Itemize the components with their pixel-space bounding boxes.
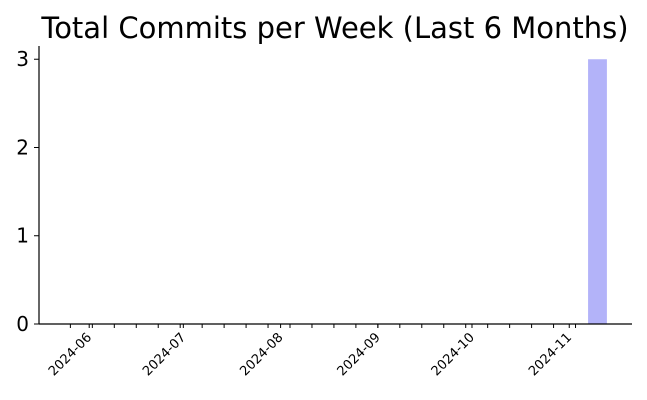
x-tick-label: 2024-08 [237, 330, 286, 379]
axes-layer [38, 46, 632, 325]
x-tick-label: 2024-07 [140, 330, 189, 379]
x-tick-label: 2024-11 [526, 330, 575, 379]
x-tick-label: 2024-10 [429, 330, 478, 379]
y-tick-label: 3 [16, 47, 29, 71]
y-tick-label: 1 [16, 224, 29, 248]
x-tick-label: 2024-09 [335, 330, 384, 379]
x-axis-ticks: 2024-06 2024-07 2024-08 2024-09 2024-10 2024-… [46, 324, 577, 379]
bars-layer [588, 59, 607, 325]
y-axis-ticks: 0 1 2 3 [16, 47, 39, 336]
chart-title: Total Commits per Week (Last 6 Months) [40, 11, 628, 45]
bar [588, 59, 607, 325]
y-tick-label: 2 [16, 135, 29, 159]
y-tick-label: 0 [16, 312, 29, 336]
x-tick-label: 2024-06 [46, 330, 95, 379]
